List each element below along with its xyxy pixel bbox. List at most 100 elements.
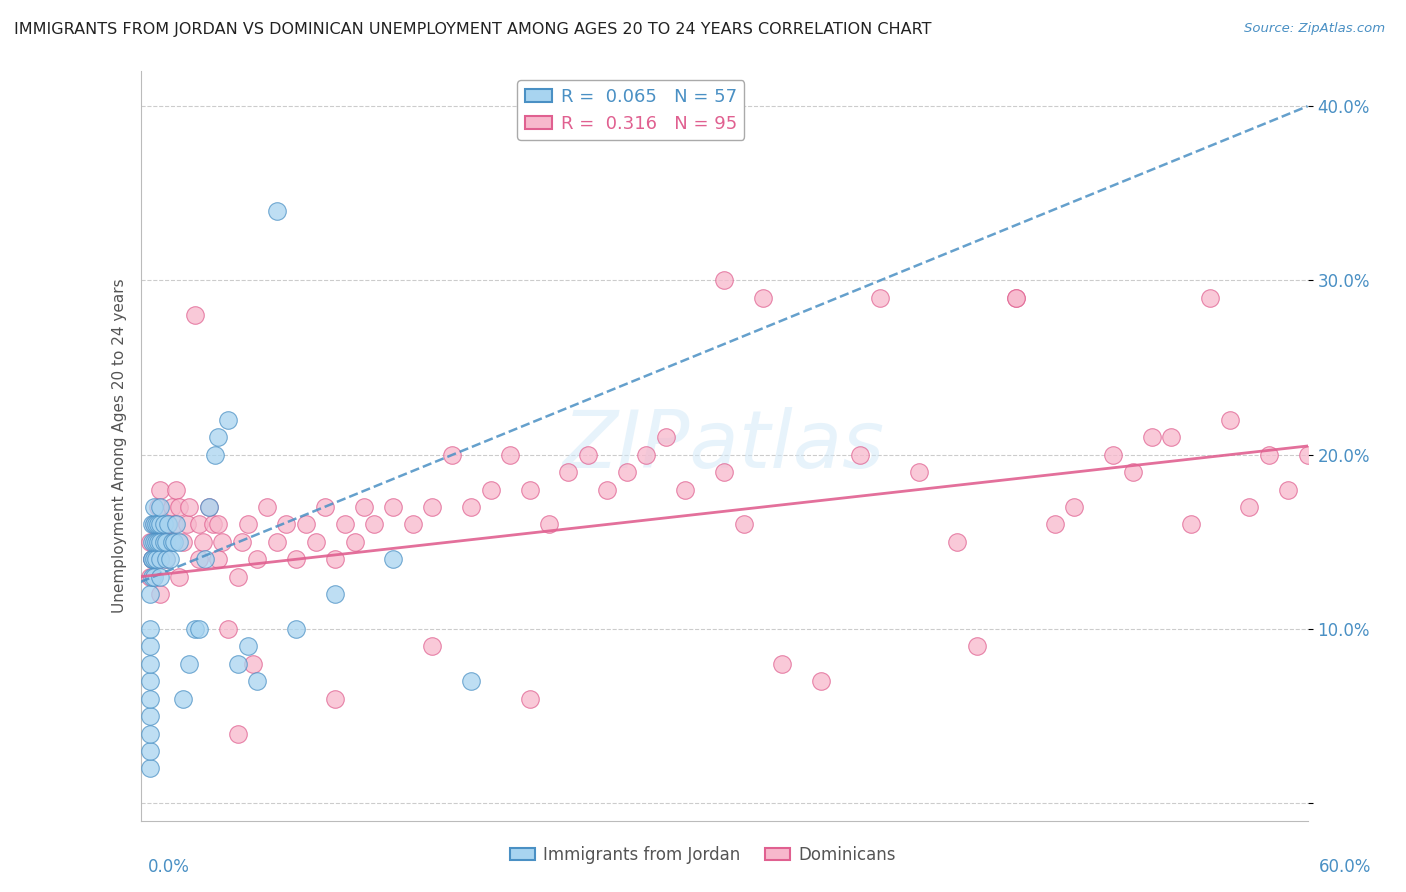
Point [139, 744, 162, 758]
Point [149, 500, 172, 514]
Point [184, 308, 207, 322]
Point [966, 640, 988, 654]
Point [139, 726, 162, 740]
Point [153, 534, 176, 549]
Point [149, 517, 172, 532]
Point [139, 640, 162, 654]
Point [153, 534, 176, 549]
Point [519, 691, 541, 706]
Point [160, 500, 183, 514]
Point [236, 517, 259, 532]
Point [139, 657, 162, 671]
Point [907, 465, 929, 479]
Point [285, 622, 308, 636]
Point [179, 657, 201, 671]
Legend: Immigrants from Jordan, Dominicans: Immigrants from Jordan, Dominicans [503, 839, 903, 871]
Point [207, 430, 229, 444]
Point [163, 534, 186, 549]
Point [266, 534, 288, 549]
Point [217, 413, 239, 427]
Point [363, 517, 385, 532]
Point [422, 640, 444, 654]
Point [145, 534, 167, 549]
Point [149, 483, 172, 497]
Point [172, 691, 194, 706]
Text: ZIPatlas: ZIPatlas [562, 407, 886, 485]
Point [184, 622, 207, 636]
Point [155, 552, 177, 566]
Point [402, 517, 425, 532]
Point [616, 465, 638, 479]
Point [1257, 448, 1279, 462]
Text: Source: ZipAtlas.com: Source: ZipAtlas.com [1244, 22, 1385, 36]
Point [246, 674, 269, 689]
Point [207, 552, 229, 566]
Text: 0.0%: 0.0% [148, 858, 190, 876]
Point [1219, 413, 1241, 427]
Point [172, 534, 194, 549]
Point [733, 517, 755, 532]
Point [673, 483, 696, 497]
Point [256, 500, 278, 514]
Point [141, 570, 163, 584]
Point [333, 517, 356, 532]
Point [713, 465, 735, 479]
Point [1005, 291, 1028, 305]
Point [323, 691, 346, 706]
Point [149, 534, 172, 549]
Point [713, 273, 735, 287]
Point [149, 552, 172, 566]
Point [169, 570, 191, 584]
Point [343, 534, 366, 549]
Point [141, 534, 163, 549]
Point [1160, 430, 1182, 444]
Point [499, 448, 522, 462]
Point [153, 517, 176, 532]
Point [422, 500, 444, 514]
Point [179, 500, 201, 514]
Point [1063, 500, 1085, 514]
Point [1239, 500, 1261, 514]
Point [143, 570, 166, 584]
Point [194, 552, 217, 566]
Point [1199, 291, 1222, 305]
Point [382, 500, 405, 514]
Point [479, 483, 502, 497]
Point [519, 483, 541, 497]
Point [211, 534, 233, 549]
Point [440, 448, 463, 462]
Point [139, 691, 162, 706]
Point [204, 448, 226, 462]
Point [1122, 465, 1144, 479]
Point [236, 640, 259, 654]
Point [143, 500, 166, 514]
Point [557, 465, 579, 479]
Point [169, 534, 191, 549]
Point [382, 552, 405, 566]
Point [538, 517, 561, 532]
Point [226, 726, 249, 740]
Point [314, 500, 336, 514]
Point [141, 552, 163, 566]
Point [191, 534, 214, 549]
Point [149, 570, 172, 584]
Point [226, 570, 249, 584]
Point [176, 517, 198, 532]
Point [149, 517, 172, 532]
Point [1005, 291, 1028, 305]
Point [353, 500, 375, 514]
Point [145, 534, 167, 549]
Point [141, 552, 163, 566]
Point [169, 500, 191, 514]
Point [146, 517, 169, 532]
Point [246, 552, 269, 566]
Point [141, 517, 163, 532]
Point [188, 552, 211, 566]
Point [295, 517, 318, 532]
Point [145, 552, 167, 566]
Point [231, 534, 253, 549]
Point [849, 448, 872, 462]
Point [226, 657, 249, 671]
Point [1140, 430, 1163, 444]
Y-axis label: Unemployment Among Ages 20 to 24 years: Unemployment Among Ages 20 to 24 years [111, 278, 127, 614]
